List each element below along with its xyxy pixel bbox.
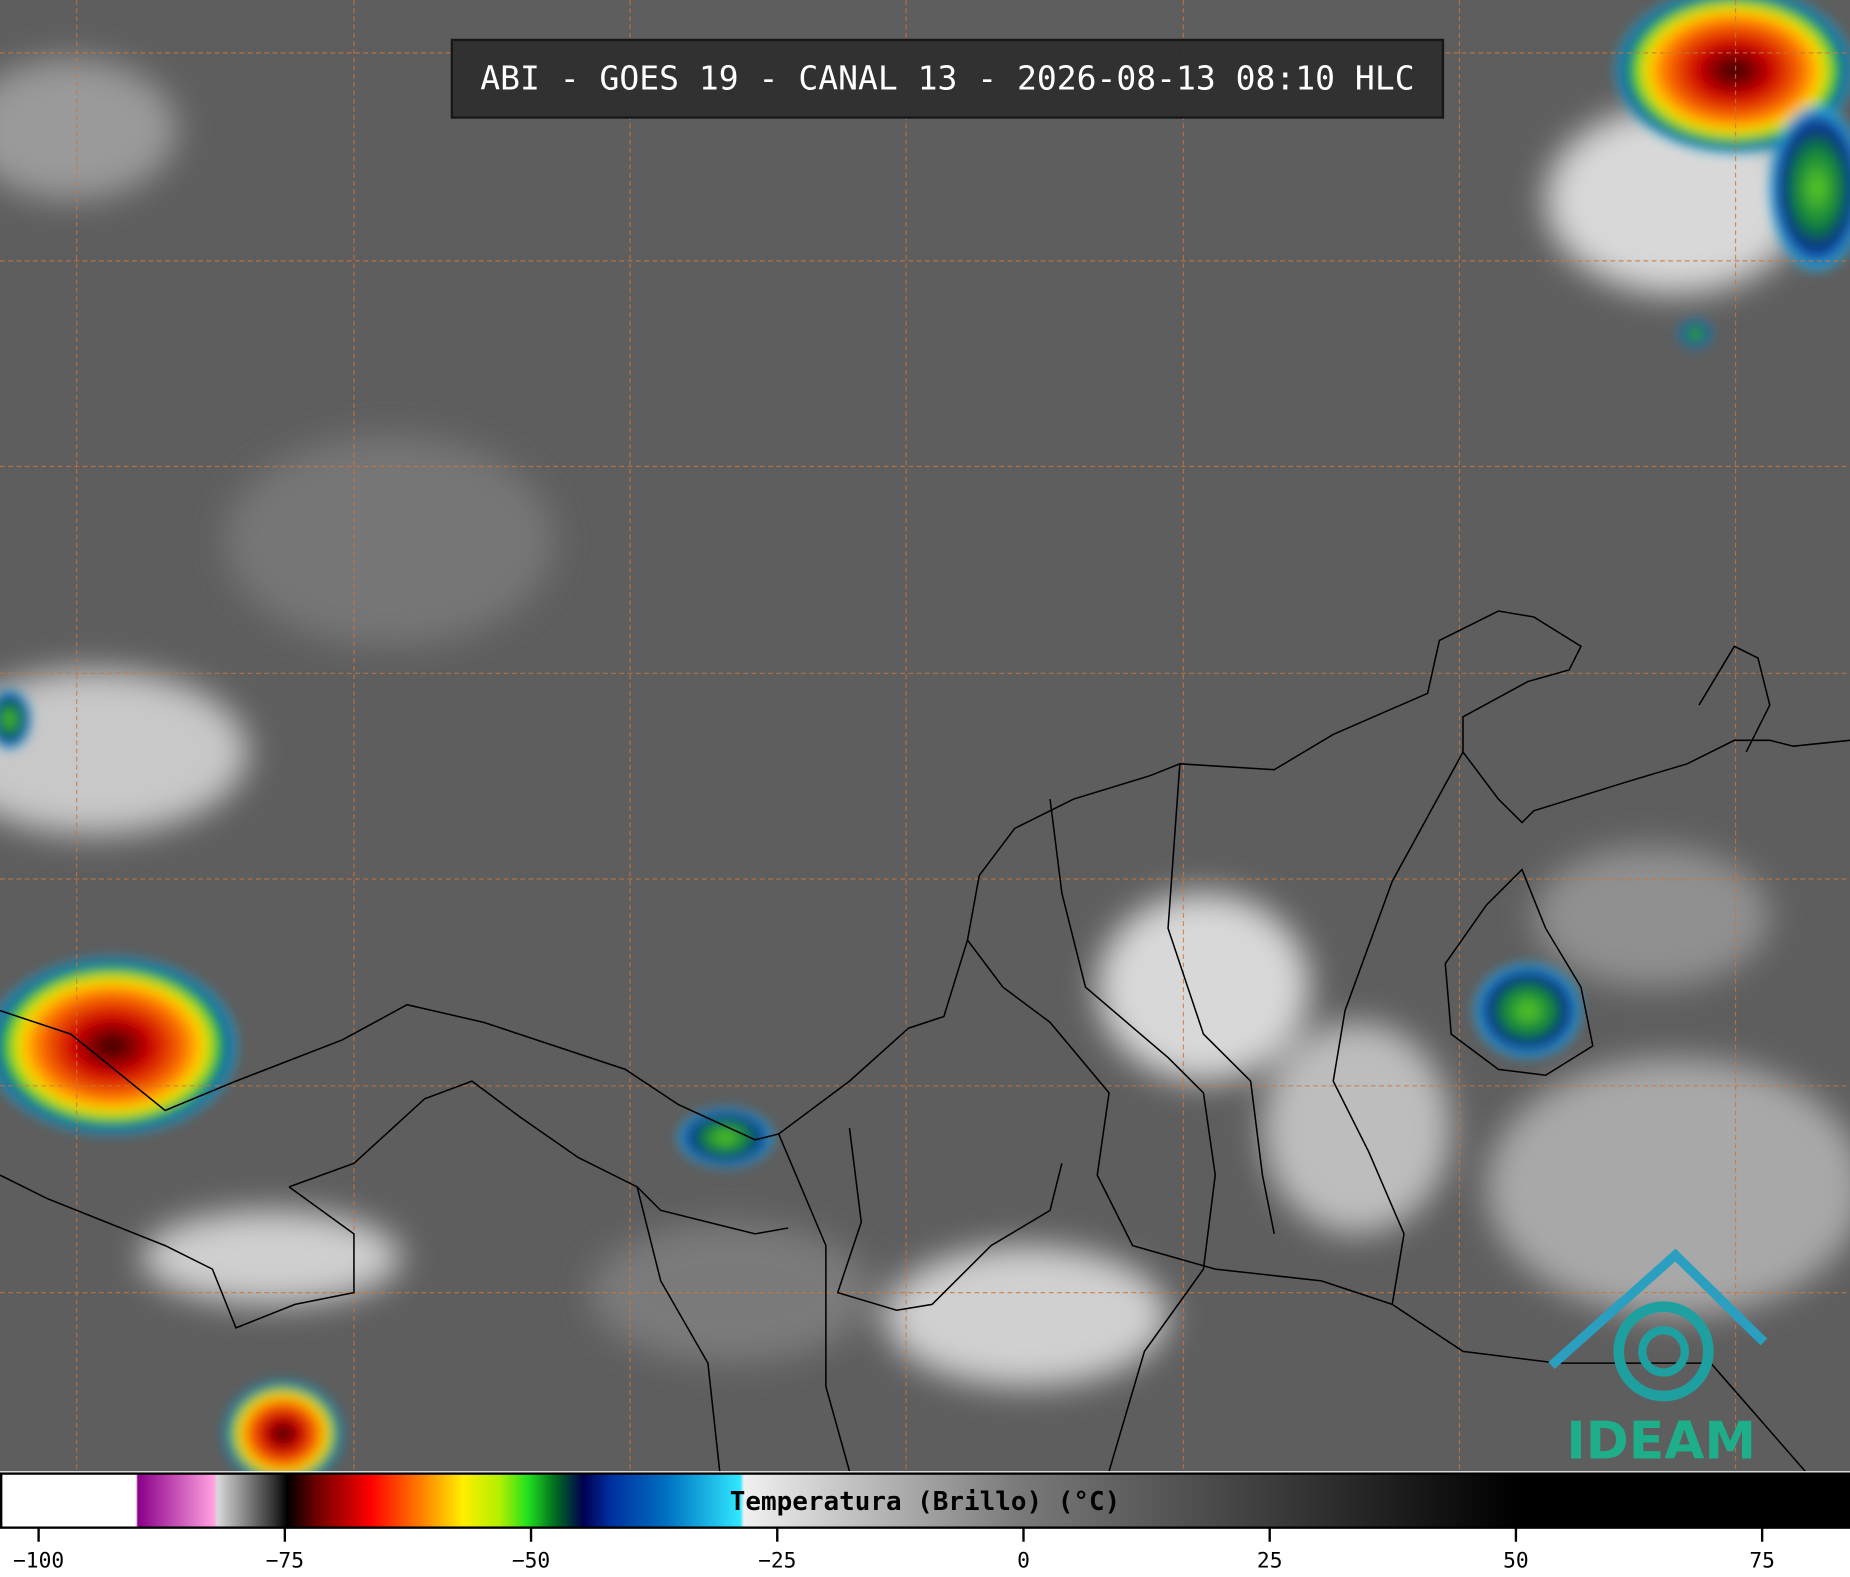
logo: IDEAM: [1548, 1248, 1768, 1471]
colorbar: [0, 1472, 1850, 1529]
colorbar-tick-label: −25: [758, 1548, 796, 1573]
colorbar-tick-label: 50: [1503, 1548, 1529, 1573]
colorbar-tick-label: 75: [1749, 1548, 1775, 1573]
colorbar-ticks: −100 −75 −50 −25 0 25 50 75: [13, 1527, 1775, 1573]
convective-cells: [0, 0, 1850, 1487]
colorbar-tick-label: 0: [1017, 1548, 1030, 1573]
logo-text: IDEAM: [1566, 1411, 1756, 1471]
coastlines: [0, 610, 1850, 1472]
cloud-field: [0, 58, 1850, 1387]
colorbar-tick-label: 25: [1257, 1548, 1283, 1573]
colorbar-tick-label: −100: [13, 1548, 64, 1573]
colorbar-label: Temperatura (Brillo) (°C): [730, 1487, 1120, 1517]
image-title: ABI - GOES 19 - CANAL 13 - 2026-08-13 08…: [480, 58, 1414, 97]
colorbar-tick-label: −50: [512, 1548, 550, 1573]
graticule: [0, 0, 1850, 1472]
colorbar-tick-label: −75: [266, 1548, 304, 1573]
title-box: [450, 38, 1445, 119]
